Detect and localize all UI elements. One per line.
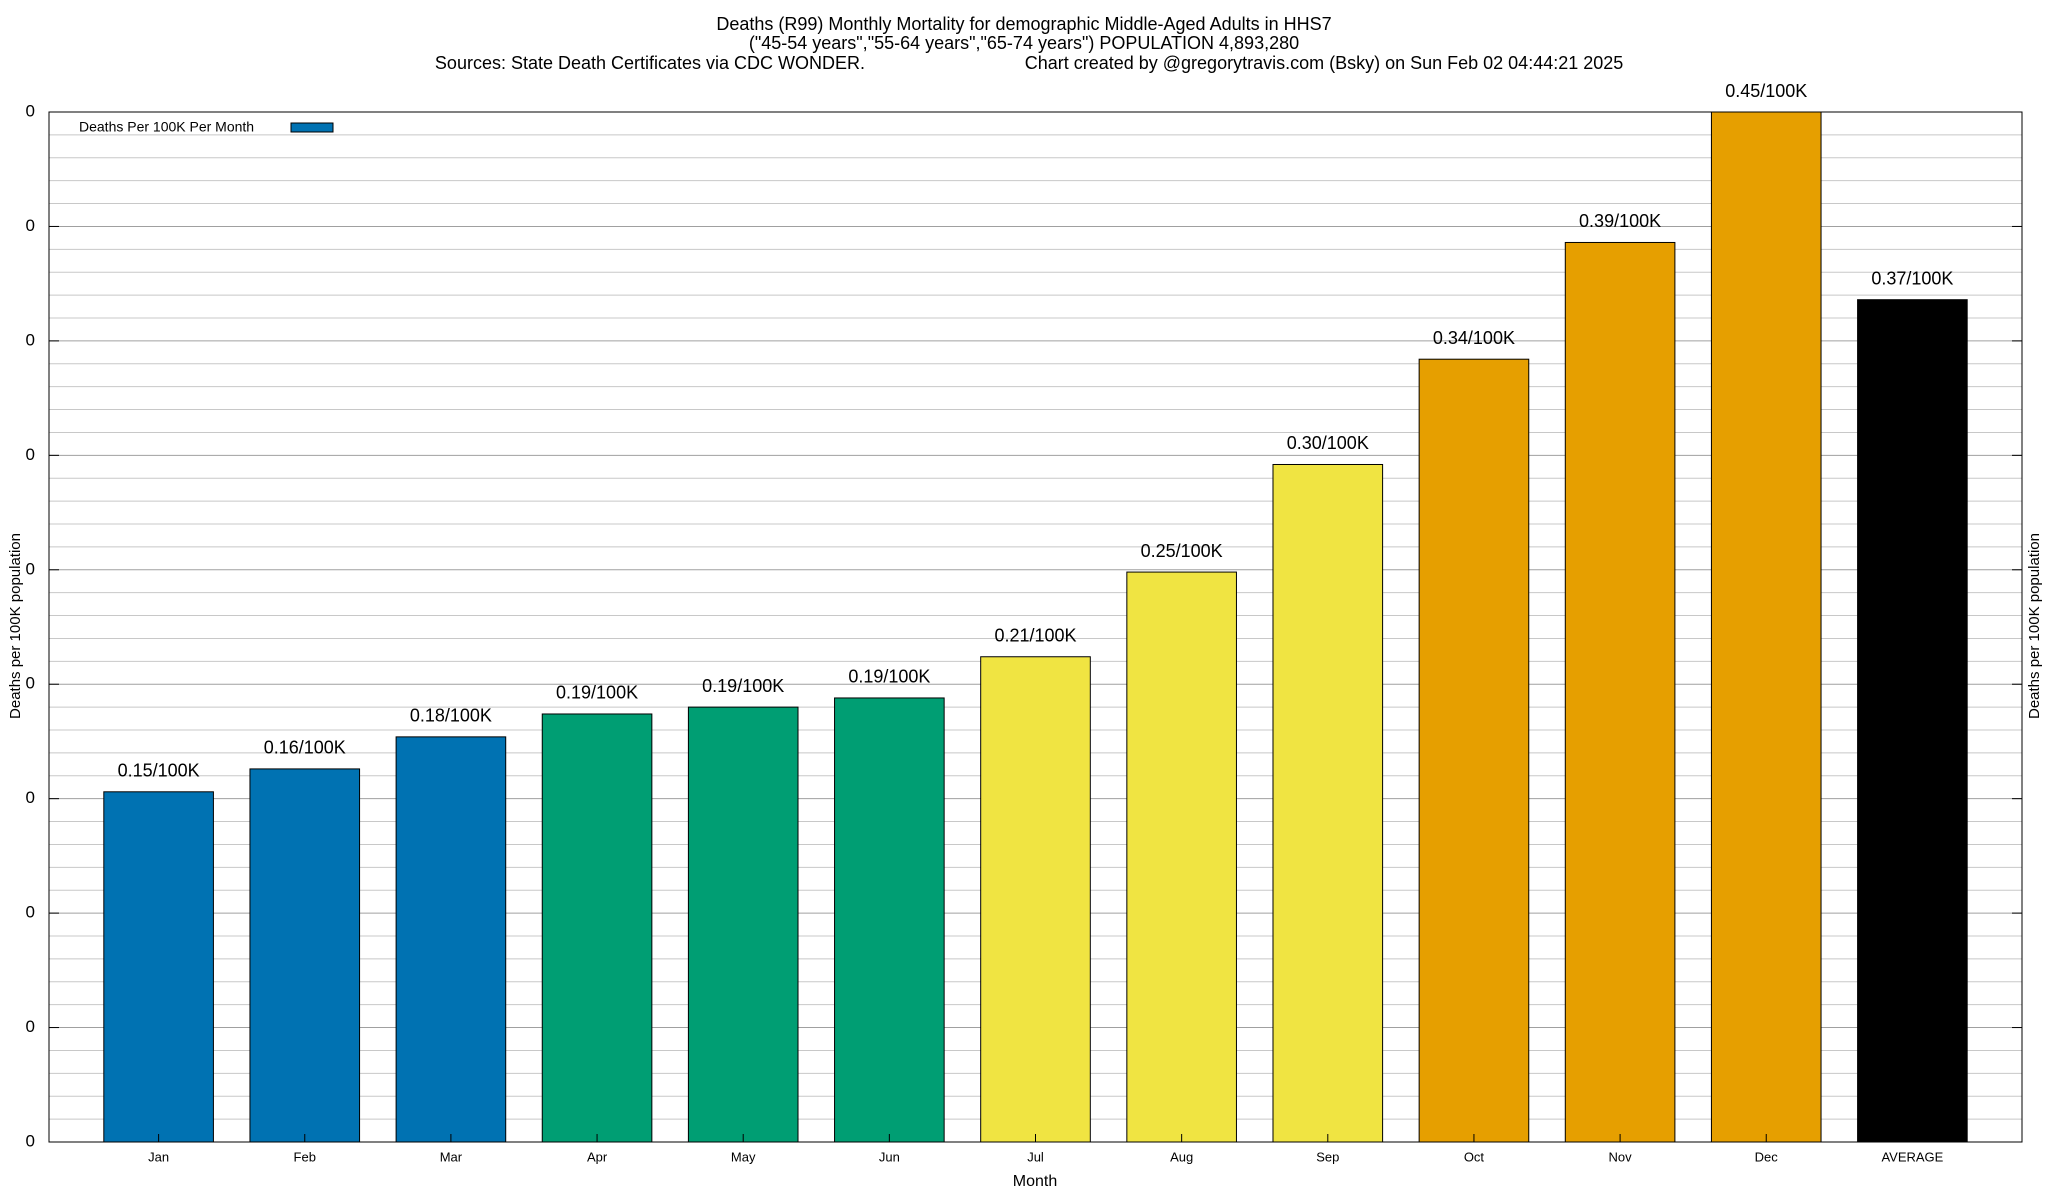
x-tick-label: Aug bbox=[1170, 1149, 1193, 1164]
value-label: 0.19/100K bbox=[702, 676, 784, 696]
bar bbox=[1710, 111, 1822, 1143]
bar bbox=[1418, 358, 1530, 1143]
y-tick-label: 0 bbox=[26, 559, 35, 578]
y-axis-title: Deaths per 100K population bbox=[7, 533, 24, 719]
y-tick-label: 0 bbox=[26, 674, 35, 693]
legend-label: Deaths Per 100K Per Month bbox=[79, 119, 254, 135]
value-label: 0.19/100K bbox=[556, 683, 638, 703]
y-tick-label: 0 bbox=[26, 1131, 35, 1150]
value-label: 0.45/100K bbox=[1725, 81, 1807, 101]
x-tick-label: Sep bbox=[1316, 1149, 1339, 1164]
bar bbox=[687, 706, 799, 1143]
y-tick-label: 0 bbox=[26, 1017, 35, 1036]
y-tick-label: 0 bbox=[26, 445, 35, 464]
bar bbox=[834, 697, 945, 1143]
x-tick-label: Dec bbox=[1755, 1149, 1779, 1164]
x-tick-label: Jun bbox=[879, 1149, 900, 1164]
bar bbox=[1272, 463, 1384, 1143]
bar bbox=[103, 791, 214, 1143]
value-label: 0.39/100K bbox=[1579, 211, 1661, 231]
bar bbox=[395, 736, 507, 1143]
source: Sources: State Death Certificates via CD… bbox=[435, 53, 865, 73]
value-label: 0.15/100K bbox=[118, 761, 200, 781]
x-axis-title: Month bbox=[1013, 1173, 1057, 1190]
chart-title: Deaths (R99) Monthly Mortality for demog… bbox=[716, 14, 1331, 34]
x-tick-label: May bbox=[731, 1149, 756, 1164]
value-label: 0.19/100K bbox=[848, 667, 930, 687]
y-tick-label: 0 bbox=[26, 903, 35, 922]
bar bbox=[1126, 571, 1237, 1143]
y-tick-label: 0 bbox=[26, 101, 35, 120]
bar bbox=[1857, 299, 1968, 1143]
bar bbox=[980, 656, 1091, 1143]
chart-subtitle: ("45-54 years","55-64 years","65-74 year… bbox=[749, 33, 1299, 53]
y2-axis-title: Deaths per 100K population bbox=[2026, 533, 2043, 719]
x-tick-label: Feb bbox=[294, 1149, 316, 1164]
plot-frame bbox=[48, 111, 2023, 1143]
y-tick-label: 0 bbox=[26, 216, 35, 235]
credit: Chart created by @gregorytravis.com (Bsk… bbox=[1025, 53, 1624, 73]
x-tick-label: Nov bbox=[1609, 1149, 1633, 1164]
bar bbox=[541, 713, 653, 1143]
value-label: 0.25/100K bbox=[1141, 541, 1223, 561]
x-tick-label: Mar bbox=[440, 1149, 463, 1164]
value-label: 0.16/100K bbox=[264, 738, 346, 758]
x-tick-label: Oct bbox=[1464, 1149, 1485, 1164]
x-tick-label: Jul bbox=[1027, 1149, 1044, 1164]
y-tick-label: 0 bbox=[26, 330, 35, 349]
value-label: 0.34/100K bbox=[1433, 328, 1515, 348]
value-label: 0.30/100K bbox=[1287, 433, 1369, 453]
bar bbox=[1564, 241, 1676, 1143]
bar bbox=[249, 768, 361, 1143]
legend-swatch bbox=[290, 122, 334, 133]
x-tick-label: Jan bbox=[148, 1149, 169, 1164]
value-label: 0.21/100K bbox=[994, 626, 1076, 646]
x-tick-label: Apr bbox=[587, 1149, 608, 1164]
y-tick-label: 0 bbox=[26, 788, 35, 807]
x-tick-label: AVERAGE bbox=[1881, 1149, 1943, 1164]
value-label: 0.18/100K bbox=[410, 706, 492, 726]
value-label: 0.37/100K bbox=[1871, 268, 1953, 288]
